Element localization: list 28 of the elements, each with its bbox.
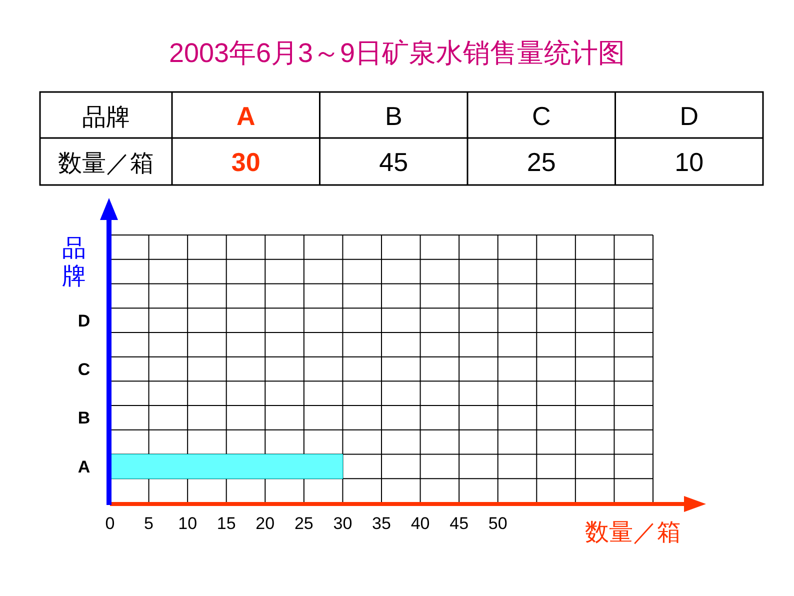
x-axis-title: 数量／箱 (585, 519, 681, 546)
x-tick-label: 10 (178, 514, 198, 533)
y-tick-label: B (78, 408, 90, 428)
x-tick-label: 50 (488, 514, 508, 533)
category-label: C (532, 101, 551, 131)
data-label: 30 (231, 147, 260, 177)
data-label: 25 (526, 147, 556, 177)
y-axis-title: 品牌 (62, 235, 86, 290)
y-tick-label: C (78, 360, 90, 379)
x-tick-label: 30 (333, 514, 352, 533)
category-label: B (384, 101, 402, 131)
x-tick-label: 15 (216, 514, 236, 533)
x-tick-label: 25 (294, 514, 314, 533)
data-label: 45 (379, 147, 408, 177)
data-label: 10 (674, 147, 704, 177)
category-label: D (680, 101, 699, 131)
x-tick-label: 0 (105, 514, 115, 533)
x-tick-label: 35 (372, 514, 391, 533)
x-tick-label: 40 (410, 514, 430, 533)
text: 品牌 (82, 104, 130, 131)
x-tick-label: 5 (144, 514, 154, 533)
text: 数量／箱 (58, 150, 154, 177)
x-tick-label: 45 (450, 514, 469, 533)
y-tick-label: D (78, 311, 90, 330)
y-tick-label: A (78, 457, 90, 476)
category-label: A (236, 101, 256, 131)
text: 2003年6月3～9日矿泉水销售量统计图 (168, 38, 626, 68)
x-tick-label: 20 (256, 514, 275, 533)
